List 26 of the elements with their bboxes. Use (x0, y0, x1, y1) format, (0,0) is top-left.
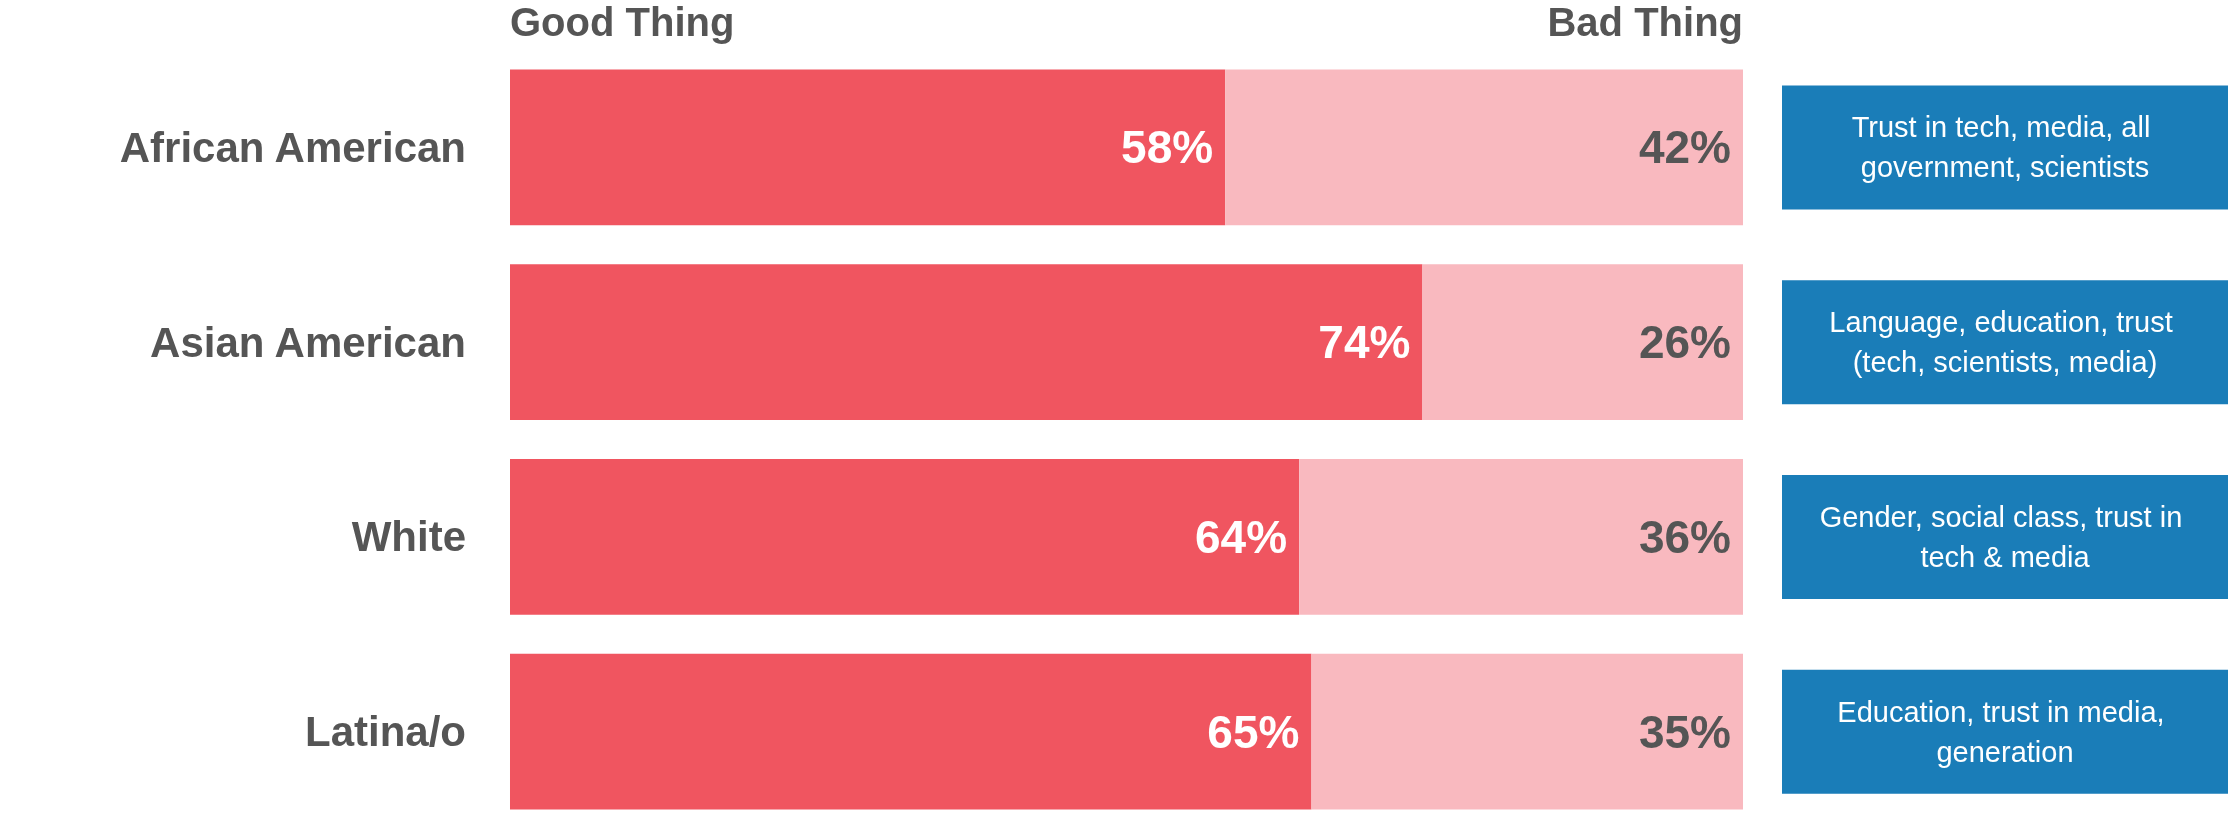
text: Trust in tech, media, all government, scientists (1851, 111, 2159, 184)
data-label: 35% (1638, 705, 1731, 758)
text: Gender, social class, trust in tech & media (1819, 500, 2191, 573)
data-label: 36% (1638, 510, 1731, 563)
bar (1225, 69, 1743, 226)
y-tick-label: White (351, 513, 466, 561)
bar (510, 653, 1312, 810)
data-label: 64% (1195, 510, 1288, 563)
bar (510, 458, 1300, 615)
bar (510, 69, 1226, 226)
bar (1422, 264, 1743, 421)
y-tick-label: Asian American (150, 318, 466, 366)
data-label: 58% (1121, 121, 1214, 174)
data-label: 42% (1638, 121, 1731, 174)
bar (1299, 458, 1743, 615)
bar (1311, 653, 1743, 810)
text: Language, education, trust (tech, scientists, media) (1829, 306, 2181, 379)
bar (510, 264, 1423, 421)
series-label: Good Thing (510, 0, 735, 44)
y-tick-label: African American (119, 123, 466, 171)
text: Education, trust in media, generation (1837, 695, 2173, 768)
y-tick-label: Latina/o (304, 708, 466, 756)
data-label: 65% (1207, 705, 1300, 758)
series-label: Bad Thing (1547, 0, 1743, 44)
data-label: 26% (1638, 316, 1731, 369)
data-label: 74% (1318, 316, 1411, 369)
